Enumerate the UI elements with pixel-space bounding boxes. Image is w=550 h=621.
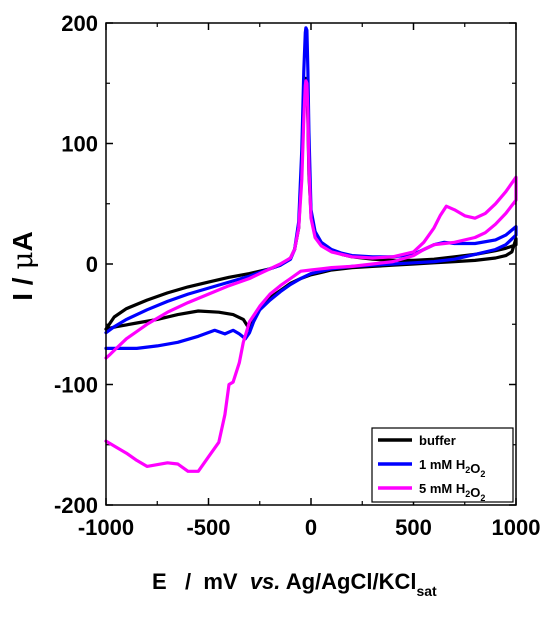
legend-label: 5 mM H2O2 xyxy=(419,481,485,503)
x-axis-title: E / mV vs. Ag/AgCl/KClsat xyxy=(152,569,437,599)
legend-label: buffer xyxy=(419,433,456,448)
legend-label: 1 mM H2O2 xyxy=(419,457,485,479)
y-tick-label: 100 xyxy=(61,132,98,157)
y-axis-title-main: I / xyxy=(7,270,38,301)
plot-frame xyxy=(105,22,517,506)
y-tick-label: 0 xyxy=(86,252,98,277)
y-tick-label: -200 xyxy=(54,493,98,518)
x-tick-label: -1000 xyxy=(78,515,134,540)
x-axis-title-sub: sat xyxy=(416,583,437,599)
y-axis-title-greek: μ xyxy=(6,251,39,269)
x-tick-label: 500 xyxy=(395,515,432,540)
y-axis-title: I / μA xyxy=(6,231,39,301)
series-layer xyxy=(104,26,518,473)
x-tick-labels: -1000 -500 0 500 1000 xyxy=(78,515,541,540)
x-axis-title-italic: vs. xyxy=(250,569,281,594)
x-axis-title-main: Ag/AgCl/KCl xyxy=(280,569,416,594)
x-tick-label: 0 xyxy=(305,515,317,540)
x-tick-label: -500 xyxy=(186,515,230,540)
y-tick-label: 200 xyxy=(61,11,98,36)
x-tick-label: 1000 xyxy=(492,515,541,540)
y-tick-labels: -200 -100 0 100 200 xyxy=(54,11,98,518)
series-line-5mm-h2o2 xyxy=(104,79,518,473)
y-tick-label: -100 xyxy=(54,373,98,398)
y-axis-title-unit: A xyxy=(7,231,38,251)
x-axis-title-prefix: E / mV xyxy=(152,569,250,594)
